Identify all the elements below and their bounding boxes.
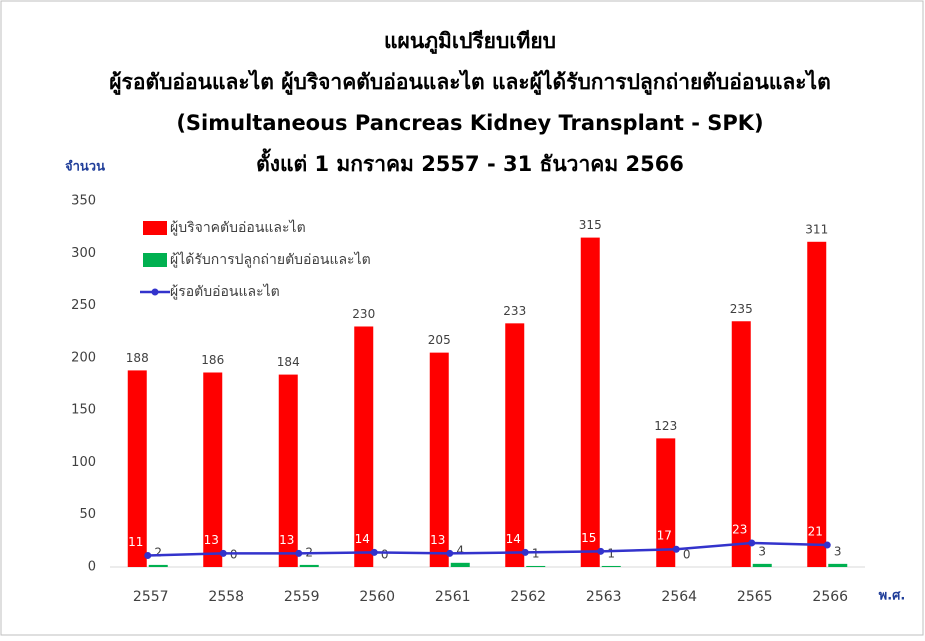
line-point [219, 549, 227, 557]
legend-label: ผู้ได้รับการปลูกถ่ายตับอ่อนและไต [170, 251, 371, 268]
x-tick-label: 2565 [737, 589, 773, 605]
y-tick-label: 100 [71, 455, 96, 470]
bar [299, 564, 319, 567]
chart-title: ผู้รอตับอ่อนและไต ผู้บริจาคตับอ่อนและไต … [109, 69, 830, 96]
data-label: 13 [204, 533, 219, 547]
data-label: 2 [154, 545, 162, 559]
bar [429, 352, 449, 567]
x-tick-label: 2564 [661, 589, 697, 605]
data-label: 184 [277, 355, 300, 369]
chart-title: ตั้งแต่ 1 มกราคม 2557 - 31 ธันวาคม 2566 [256, 148, 684, 176]
line-point [521, 548, 529, 556]
x-tick-label: 2558 [208, 589, 244, 605]
chart-title: (Simultaneous Pancreas Kidney Transplant… [176, 111, 763, 135]
data-label: 1 [607, 546, 615, 560]
line-point [370, 548, 378, 556]
bar [601, 565, 621, 567]
bar [526, 565, 546, 567]
line-point [295, 549, 303, 557]
bar [203, 372, 223, 567]
x-tick-label: 2561 [435, 589, 471, 605]
x-tick-label: 2563 [586, 589, 622, 605]
bar [505, 323, 525, 567]
data-label: 13 [430, 533, 445, 547]
data-label: 188 [126, 351, 149, 365]
data-label: 14 [355, 532, 370, 546]
y-axis-label: จำนวน [65, 159, 105, 175]
x-tick-label: 2566 [812, 589, 848, 605]
bar [148, 564, 168, 567]
data-label: 14 [506, 532, 521, 546]
data-label: 0 [683, 548, 691, 562]
data-label: 13 [279, 533, 294, 547]
bar [127, 370, 147, 567]
y-tick-label: 150 [71, 403, 96, 418]
line-point [597, 547, 605, 555]
line-point [446, 549, 454, 557]
legend-swatch [143, 253, 167, 267]
data-label: 311 [805, 222, 828, 236]
bar [580, 237, 600, 567]
data-label: 3 [758, 544, 766, 558]
y-tick-label: 200 [71, 350, 96, 365]
legend-label: ผู้บริจาคตับอ่อนและไต [170, 219, 306, 236]
line-point [823, 541, 831, 549]
data-label: 11 [128, 535, 143, 549]
data-label: 23 [732, 522, 747, 536]
y-tick-label: 0 [88, 560, 96, 575]
line-point [748, 539, 756, 547]
line-point [144, 551, 152, 559]
line-point [672, 545, 680, 553]
bar [807, 241, 827, 568]
legend-label: ผู้รอตับอ่อนและไต [170, 283, 280, 300]
y-tick-label: 300 [71, 246, 96, 261]
data-label: 0 [381, 548, 389, 562]
y-tick-label: 350 [71, 194, 96, 209]
bar [656, 438, 676, 567]
data-label: 315 [579, 218, 602, 232]
y-tick-label: 50 [79, 507, 96, 522]
data-label: 15 [581, 531, 596, 545]
bar [354, 326, 374, 567]
data-label: 205 [428, 333, 451, 347]
bar [731, 321, 751, 567]
y-tick-label: 250 [71, 298, 96, 313]
chart-title: แผนภูมิเปรียบเทียบ [384, 29, 556, 55]
bar [828, 563, 848, 567]
data-label: 233 [503, 304, 526, 318]
x-tick-label: 2559 [284, 589, 320, 605]
x-tick-label: 2562 [510, 589, 546, 605]
data-label: 186 [201, 353, 224, 367]
data-label: 4 [456, 543, 464, 557]
data-label: 235 [730, 302, 753, 316]
x-tick-label: 2557 [133, 589, 169, 605]
data-label: 21 [808, 525, 823, 539]
bar [752, 563, 772, 567]
line [147, 541, 828, 557]
legend-swatch [143, 221, 167, 235]
data-label: 3 [834, 544, 842, 558]
data-label: 17 [657, 529, 672, 543]
x-tick-label: 2560 [359, 589, 395, 605]
data-label: 230 [352, 307, 375, 321]
bar [450, 562, 470, 567]
x-axis-label: พ.ศ. [879, 589, 906, 604]
legend-swatch [151, 288, 159, 296]
data-label: 123 [654, 419, 677, 433]
bar [278, 374, 298, 567]
